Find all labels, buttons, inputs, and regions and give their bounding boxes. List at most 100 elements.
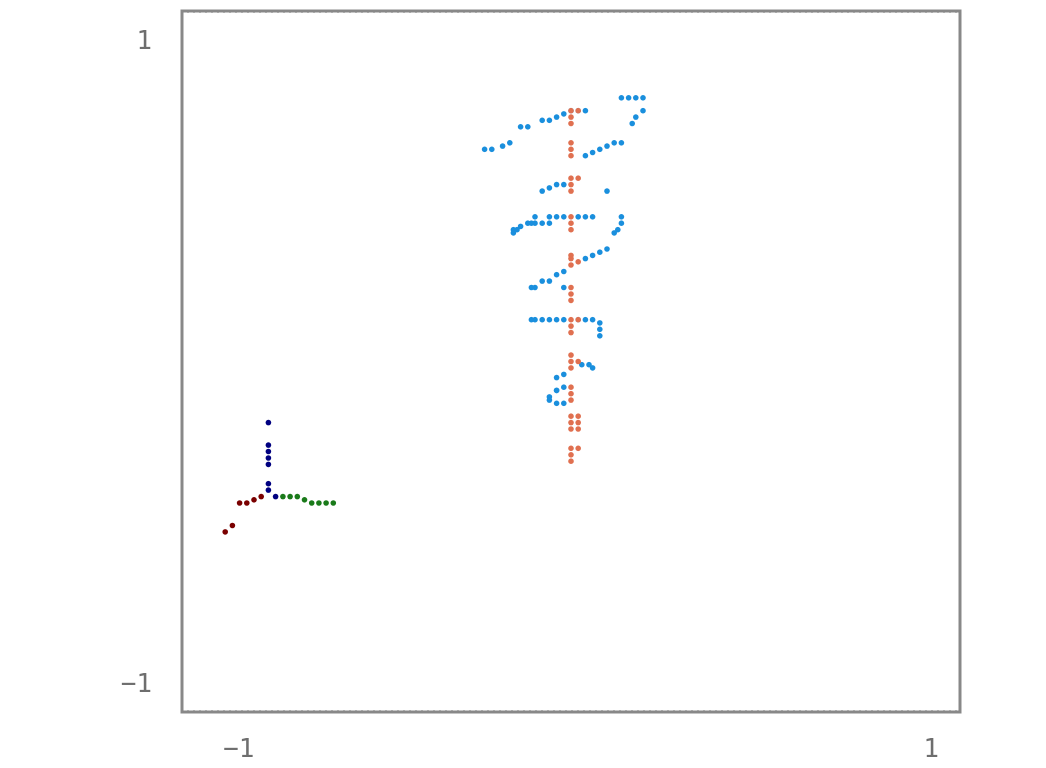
data-point [568, 188, 574, 194]
data-point [532, 214, 538, 220]
data-point [611, 230, 617, 236]
data-point [561, 111, 567, 117]
data-point [575, 358, 581, 365]
data-point [280, 493, 286, 500]
data-point [553, 316, 560, 323]
data-point [568, 452, 574, 458]
data-point [640, 107, 646, 114]
data-point [568, 397, 574, 403]
data-point [265, 448, 272, 455]
data-point [251, 497, 257, 503]
data-point [546, 214, 553, 220]
data-point [561, 181, 567, 188]
data-point [553, 271, 560, 278]
data-point [525, 124, 531, 130]
data-point [301, 497, 308, 503]
plot-frame [180, 9, 962, 714]
data-point [582, 316, 589, 323]
data-point [568, 291, 574, 297]
data-point [517, 223, 524, 230]
data-point [517, 124, 524, 130]
data-point [510, 230, 517, 236]
data-point [265, 480, 272, 487]
data-point [611, 140, 617, 146]
data-point [553, 181, 560, 188]
data-point [532, 316, 538, 323]
data-point [615, 226, 621, 233]
data-point [287, 493, 293, 500]
data-point [575, 107, 581, 114]
data-point [489, 146, 495, 153]
data-point [258, 493, 265, 500]
data-point [265, 455, 272, 461]
data-point [618, 140, 625, 146]
data-point [625, 95, 632, 101]
data-point [294, 493, 301, 500]
data-point [586, 361, 592, 368]
data-point [568, 284, 574, 291]
data-point [561, 371, 567, 378]
data-point [568, 329, 574, 336]
data-point [633, 95, 639, 101]
data-point [499, 143, 506, 149]
data-point [316, 500, 322, 506]
data-point [589, 252, 596, 259]
data-point [568, 390, 574, 397]
data-point [568, 262, 574, 268]
data-point [330, 500, 337, 506]
data-point [546, 278, 553, 284]
data-point [568, 181, 574, 188]
data-point [629, 120, 635, 127]
data-point [568, 358, 574, 365]
data-point [546, 397, 553, 403]
data-point [575, 214, 581, 220]
x-tick-label: −1 [223, 734, 254, 764]
data-point [236, 500, 243, 506]
data-point [553, 114, 560, 120]
series-2 [265, 419, 279, 500]
data-point [561, 214, 567, 220]
data-point [589, 365, 596, 371]
data-point [575, 413, 581, 420]
data-point [568, 323, 574, 329]
data-point [528, 284, 535, 291]
data-point [568, 419, 574, 426]
data-point [597, 249, 603, 255]
data-point [568, 445, 574, 452]
data-point [539, 278, 545, 284]
data-point [546, 117, 553, 124]
data-point [553, 214, 560, 220]
data-point [272, 493, 279, 500]
data-point [561, 400, 567, 407]
data-point [561, 316, 567, 323]
data-point [244, 500, 250, 506]
data-point [308, 500, 315, 506]
data-point [582, 255, 589, 262]
data-point [575, 426, 581, 432]
data-point [568, 120, 574, 127]
data-point [568, 297, 574, 304]
data-point [568, 220, 574, 226]
data-point [553, 374, 560, 381]
data-point [568, 226, 574, 233]
data-point [568, 255, 574, 262]
data-point [553, 400, 560, 407]
data-point [568, 352, 574, 358]
plot-border [180, 9, 962, 714]
data-point [568, 316, 574, 323]
data-point [597, 320, 603, 326]
data-point [568, 214, 574, 220]
data-point [539, 316, 545, 323]
y-tick-label: 1 [136, 26, 152, 56]
data-point [568, 384, 574, 391]
data-point [323, 500, 329, 506]
data-point [222, 529, 228, 535]
data-point [589, 149, 596, 156]
data-point [568, 152, 574, 159]
data-point [265, 442, 272, 448]
series-0 [481, 95, 646, 407]
data-point [507, 140, 513, 146]
data-point [575, 419, 581, 426]
data-point [579, 361, 585, 368]
